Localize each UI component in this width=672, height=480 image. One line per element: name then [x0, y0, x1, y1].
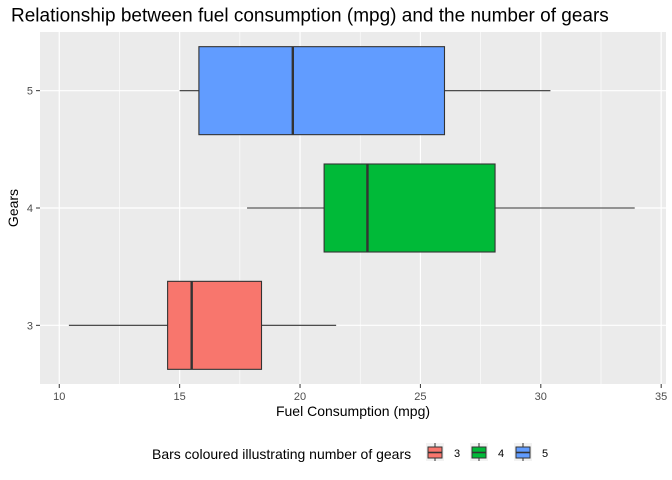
y-tick-label: 3: [27, 320, 33, 332]
box-iqr: [323, 163, 496, 253]
y-tick-label: 5: [27, 86, 33, 98]
x-tick-label: 35: [655, 391, 667, 403]
legend-items: 3 4 5: [426, 443, 548, 461]
box-iqr: [167, 280, 263, 370]
box-group: [68, 46, 635, 370]
legend-item-3: 3: [426, 443, 460, 461]
box-gears-3: [68, 280, 337, 370]
x-tick-label: 15: [174, 391, 186, 403]
legend-label: 4: [498, 448, 504, 460]
legend: Bars coloured illustrating number of gea…: [152, 443, 548, 462]
legend-label: 5: [542, 448, 548, 460]
x-tick-label: 25: [414, 391, 426, 403]
box-iqr: [198, 46, 446, 136]
legend-label: 3: [454, 448, 460, 460]
legend-title: Bars coloured illustrating number of gea…: [152, 446, 411, 462]
x-tick-label: 20: [294, 391, 306, 403]
legend-item-4: 4: [470, 443, 504, 461]
legend-item-5: 5: [514, 443, 548, 461]
x-tick-label: 30: [535, 391, 547, 403]
x-tick-label: 10: [53, 391, 65, 403]
box-gears-4: [247, 163, 635, 253]
y-axis-title: Gears: [5, 189, 21, 227]
x-axis-title: Fuel Consumption (mpg): [276, 403, 430, 419]
chart-title: Relationship between fuel consumption (m…: [11, 6, 609, 27]
axis-ticks: 10 15 20 25 30 35 3 4 5: [27, 86, 667, 403]
box-gears-5: [179, 46, 551, 136]
y-tick-label: 4: [27, 203, 33, 215]
